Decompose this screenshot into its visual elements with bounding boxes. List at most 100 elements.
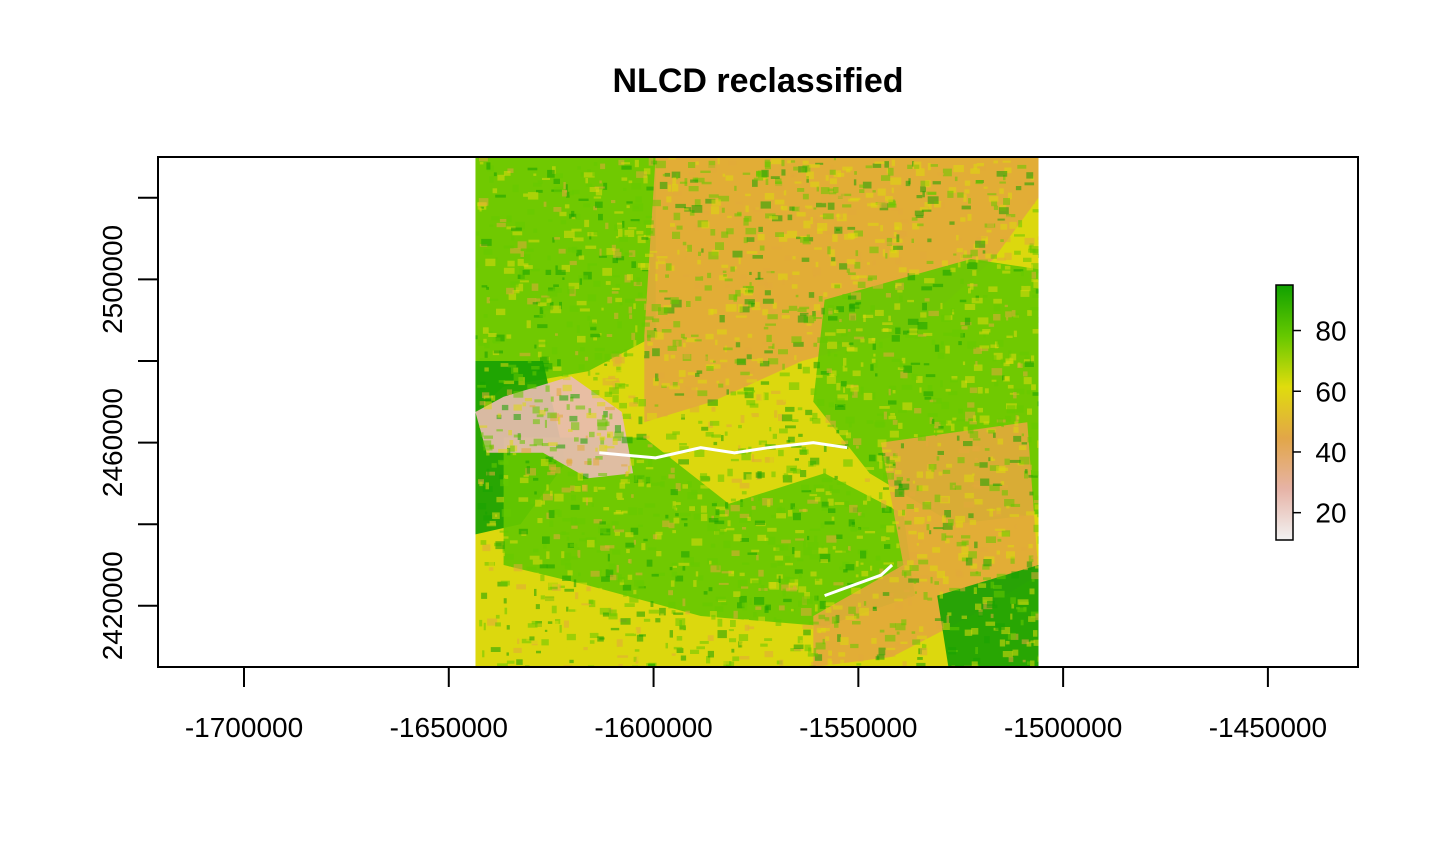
raster-pixel [833, 187, 839, 194]
raster-pixel [745, 205, 749, 213]
raster-pixel [671, 184, 679, 193]
raster-pixel [1030, 611, 1039, 618]
raster-pixel [945, 539, 950, 544]
raster-pixel [614, 383, 626, 389]
raster-pixel [544, 419, 547, 428]
raster-pixel [683, 352, 691, 359]
raster-pixel [983, 186, 988, 189]
raster-pixel [785, 406, 795, 412]
raster-pixel [568, 429, 573, 432]
raster-pixel [913, 161, 922, 169]
raster-pixel [687, 372, 696, 376]
x-tick-label: -1600000 [594, 712, 712, 743]
raster-pixel [555, 269, 566, 275]
raster-pixel [863, 467, 875, 470]
raster-pixel [755, 472, 765, 478]
raster-pixel [648, 663, 656, 667]
raster-pixel [746, 415, 753, 419]
raster-pixel [1009, 221, 1017, 229]
raster-pixel [612, 257, 618, 264]
raster-pixel [836, 430, 840, 434]
raster-pixel [870, 305, 875, 313]
raster-pixel [856, 275, 867, 279]
raster-pixel [758, 616, 765, 622]
raster-pixel [759, 291, 762, 300]
raster-pixel [744, 392, 754, 399]
raster-pixel [812, 412, 818, 419]
raster-pixel [1013, 269, 1024, 272]
raster-pixel [542, 536, 550, 544]
raster-pixel [813, 464, 820, 469]
raster-pixel [793, 341, 804, 347]
raster-pixel [837, 634, 841, 642]
raster-pixel [934, 618, 942, 621]
raster-pixel [894, 222, 902, 231]
raster-pixel [655, 261, 659, 270]
raster-pixel [778, 273, 788, 281]
raster-pixel [614, 224, 623, 231]
raster-pixel [1006, 551, 1015, 559]
raster-pixel [821, 195, 831, 204]
raster-pixel [612, 380, 620, 383]
raster-pixel [982, 295, 988, 298]
raster-pixel [968, 198, 971, 204]
raster-pixel [589, 187, 600, 192]
raster-pixel [979, 415, 990, 423]
raster-pixel [653, 513, 660, 517]
raster-pixel [643, 618, 651, 622]
raster-pixel [771, 246, 782, 250]
raster-pixel [533, 182, 542, 187]
raster-pixel [638, 479, 645, 487]
raster-pixel [557, 510, 562, 517]
raster-pixel [800, 237, 810, 243]
raster-pixel [979, 462, 988, 468]
raster-pixel [991, 368, 1003, 376]
raster-pixel [842, 365, 845, 372]
raster-pixel [759, 245, 765, 251]
raster-pixel [597, 372, 608, 379]
raster-pixel [856, 535, 863, 539]
raster-pixel [858, 252, 862, 260]
raster-pixel [1027, 200, 1036, 205]
raster-pixel [970, 249, 978, 257]
raster-pixel [914, 591, 917, 594]
raster-pixel [853, 304, 861, 308]
raster-pixel [924, 298, 930, 302]
raster-pixel [735, 289, 741, 297]
raster-pixel [652, 199, 661, 207]
raster-pixel [577, 335, 586, 343]
raster-pixel [628, 180, 633, 184]
raster-pixel [529, 405, 536, 408]
raster-pixel [526, 248, 534, 252]
raster-pixel [534, 589, 545, 596]
raster-pixel [955, 419, 966, 422]
raster-pixel [731, 550, 740, 556]
raster-pixel [593, 230, 598, 236]
raster-pixel [550, 586, 558, 589]
raster-pixel [537, 366, 549, 372]
raster-pixel [941, 260, 948, 266]
raster-pixel [522, 402, 527, 407]
raster-pixel [891, 187, 894, 194]
raster-pixel [881, 500, 887, 509]
raster-pixel [532, 302, 540, 305]
raster-pixel [829, 420, 836, 428]
raster-pixel [534, 399, 543, 403]
raster-pixel [1037, 536, 1039, 544]
raster-pixel [697, 494, 703, 500]
raster-pixel [978, 165, 986, 171]
raster-pixel [621, 162, 630, 165]
raster-pixel [845, 416, 855, 424]
raster-pixel [904, 520, 912, 525]
raster-pixel [1001, 237, 1011, 243]
raster-pixel [485, 482, 489, 490]
raster-pixel [613, 248, 620, 252]
raster-pixel [479, 619, 483, 627]
raster-pixel [977, 387, 983, 394]
raster-pixel [895, 470, 902, 475]
raster-pixel [956, 435, 960, 441]
raster-pixel [659, 181, 668, 189]
raster-pixel [1033, 639, 1039, 646]
raster-pixel [511, 227, 522, 231]
raster-pixel [723, 274, 727, 277]
